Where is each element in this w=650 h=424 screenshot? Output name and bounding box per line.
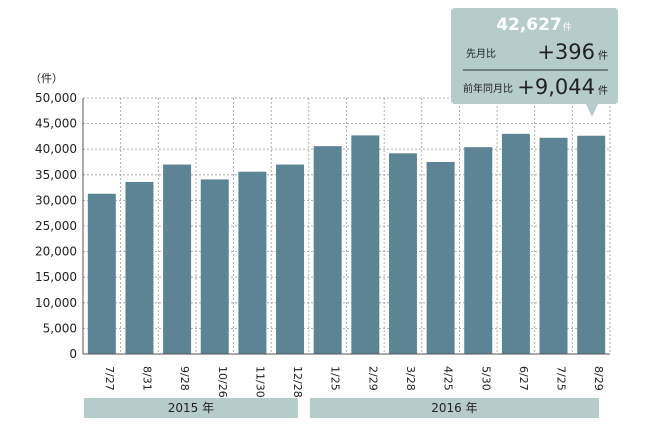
x-tick-label: 8/29 — [592, 366, 605, 391]
y-tick-label: 0 — [69, 347, 77, 361]
y-tick-label: 15,000 — [35, 270, 77, 284]
x-tick-labels: 7/27 8/31 9/28 10/26 11/30 12/28 1/25 2/29 3/28 4… — [103, 366, 605, 398]
bars — [87, 133, 606, 354]
bar — [351, 135, 380, 354]
bar — [87, 193, 116, 354]
x-tick-label: 12/28 — [291, 366, 304, 398]
bar — [238, 171, 267, 354]
year-bands: 2015 年 2016 年 — [84, 398, 599, 418]
bar — [388, 153, 417, 354]
y-tick-label: 45,000 — [35, 117, 77, 131]
callout-mom-value: +396 — [537, 40, 595, 64]
y-tick-label: 20,000 — [35, 245, 77, 259]
bar — [200, 179, 229, 354]
x-tick-label: 9/28 — [178, 366, 191, 391]
bar — [313, 146, 342, 354]
callout-total-unit: 件 — [563, 21, 572, 33]
x-tick-label: 11/30 — [253, 366, 266, 398]
bar — [577, 135, 606, 354]
y-tick-label: 5,000 — [43, 321, 77, 335]
year-band-label: 2015 年 — [168, 401, 214, 415]
callout-mom-label: 先月比 — [466, 48, 496, 60]
x-tick-label: 2/29 — [366, 366, 379, 391]
x-tick-label: 5/30 — [479, 366, 492, 391]
year-band — [84, 398, 298, 418]
x-tick-label: 6/27 — [517, 366, 530, 391]
bar — [501, 133, 530, 354]
callout-yoy-unit: 件 — [598, 85, 608, 97]
y-tick-label: 25,000 — [35, 219, 77, 233]
x-tick-label: 3/28 — [404, 366, 417, 391]
callout-yoy-value: +9,044 — [517, 75, 595, 99]
y-unit-label: （件） — [30, 72, 63, 85]
year-band — [309, 398, 599, 418]
axes — [82, 98, 610, 355]
y-tick-label: 40,000 — [35, 142, 77, 156]
x-tick-label: 10/26 — [216, 366, 229, 398]
bar — [276, 164, 305, 354]
bar — [426, 162, 455, 354]
x-tick-label: 1/25 — [329, 366, 342, 391]
y-tick-labels: 0 5,000 10,000 15,000 20,000 25,000 30,000 35,0… — [35, 91, 77, 361]
y-tick-label: 35,000 — [35, 168, 77, 182]
bar — [539, 137, 568, 354]
x-tick-label: 8/31 — [140, 366, 153, 391]
callout-mom-unit: 件 — [598, 50, 608, 62]
y-tick-label: 30,000 — [35, 193, 77, 207]
y-tick-label: 50,000 — [35, 91, 77, 105]
x-tick-label: 7/25 — [555, 366, 568, 391]
x-tick-label: 7/27 — [103, 366, 116, 391]
summary-callout: 42,627件 先月比 +396 件 前年同月比 +9,044 件 — [451, 8, 618, 117]
callout-yoy-label: 前年同月比 — [463, 82, 513, 95]
year-band-label: 2016 年 — [431, 401, 477, 415]
bar — [464, 147, 493, 354]
grid — [83, 97, 611, 354]
svg-text:42,627件: 42,627件 — [496, 15, 572, 35]
x-tick-label: 4/25 — [442, 366, 455, 391]
callout-total-value: 42,627 — [496, 15, 562, 35]
y-tick-label: 10,000 — [35, 296, 77, 310]
callout-box — [451, 8, 618, 117]
bar — [125, 181, 154, 354]
bar — [163, 164, 192, 354]
